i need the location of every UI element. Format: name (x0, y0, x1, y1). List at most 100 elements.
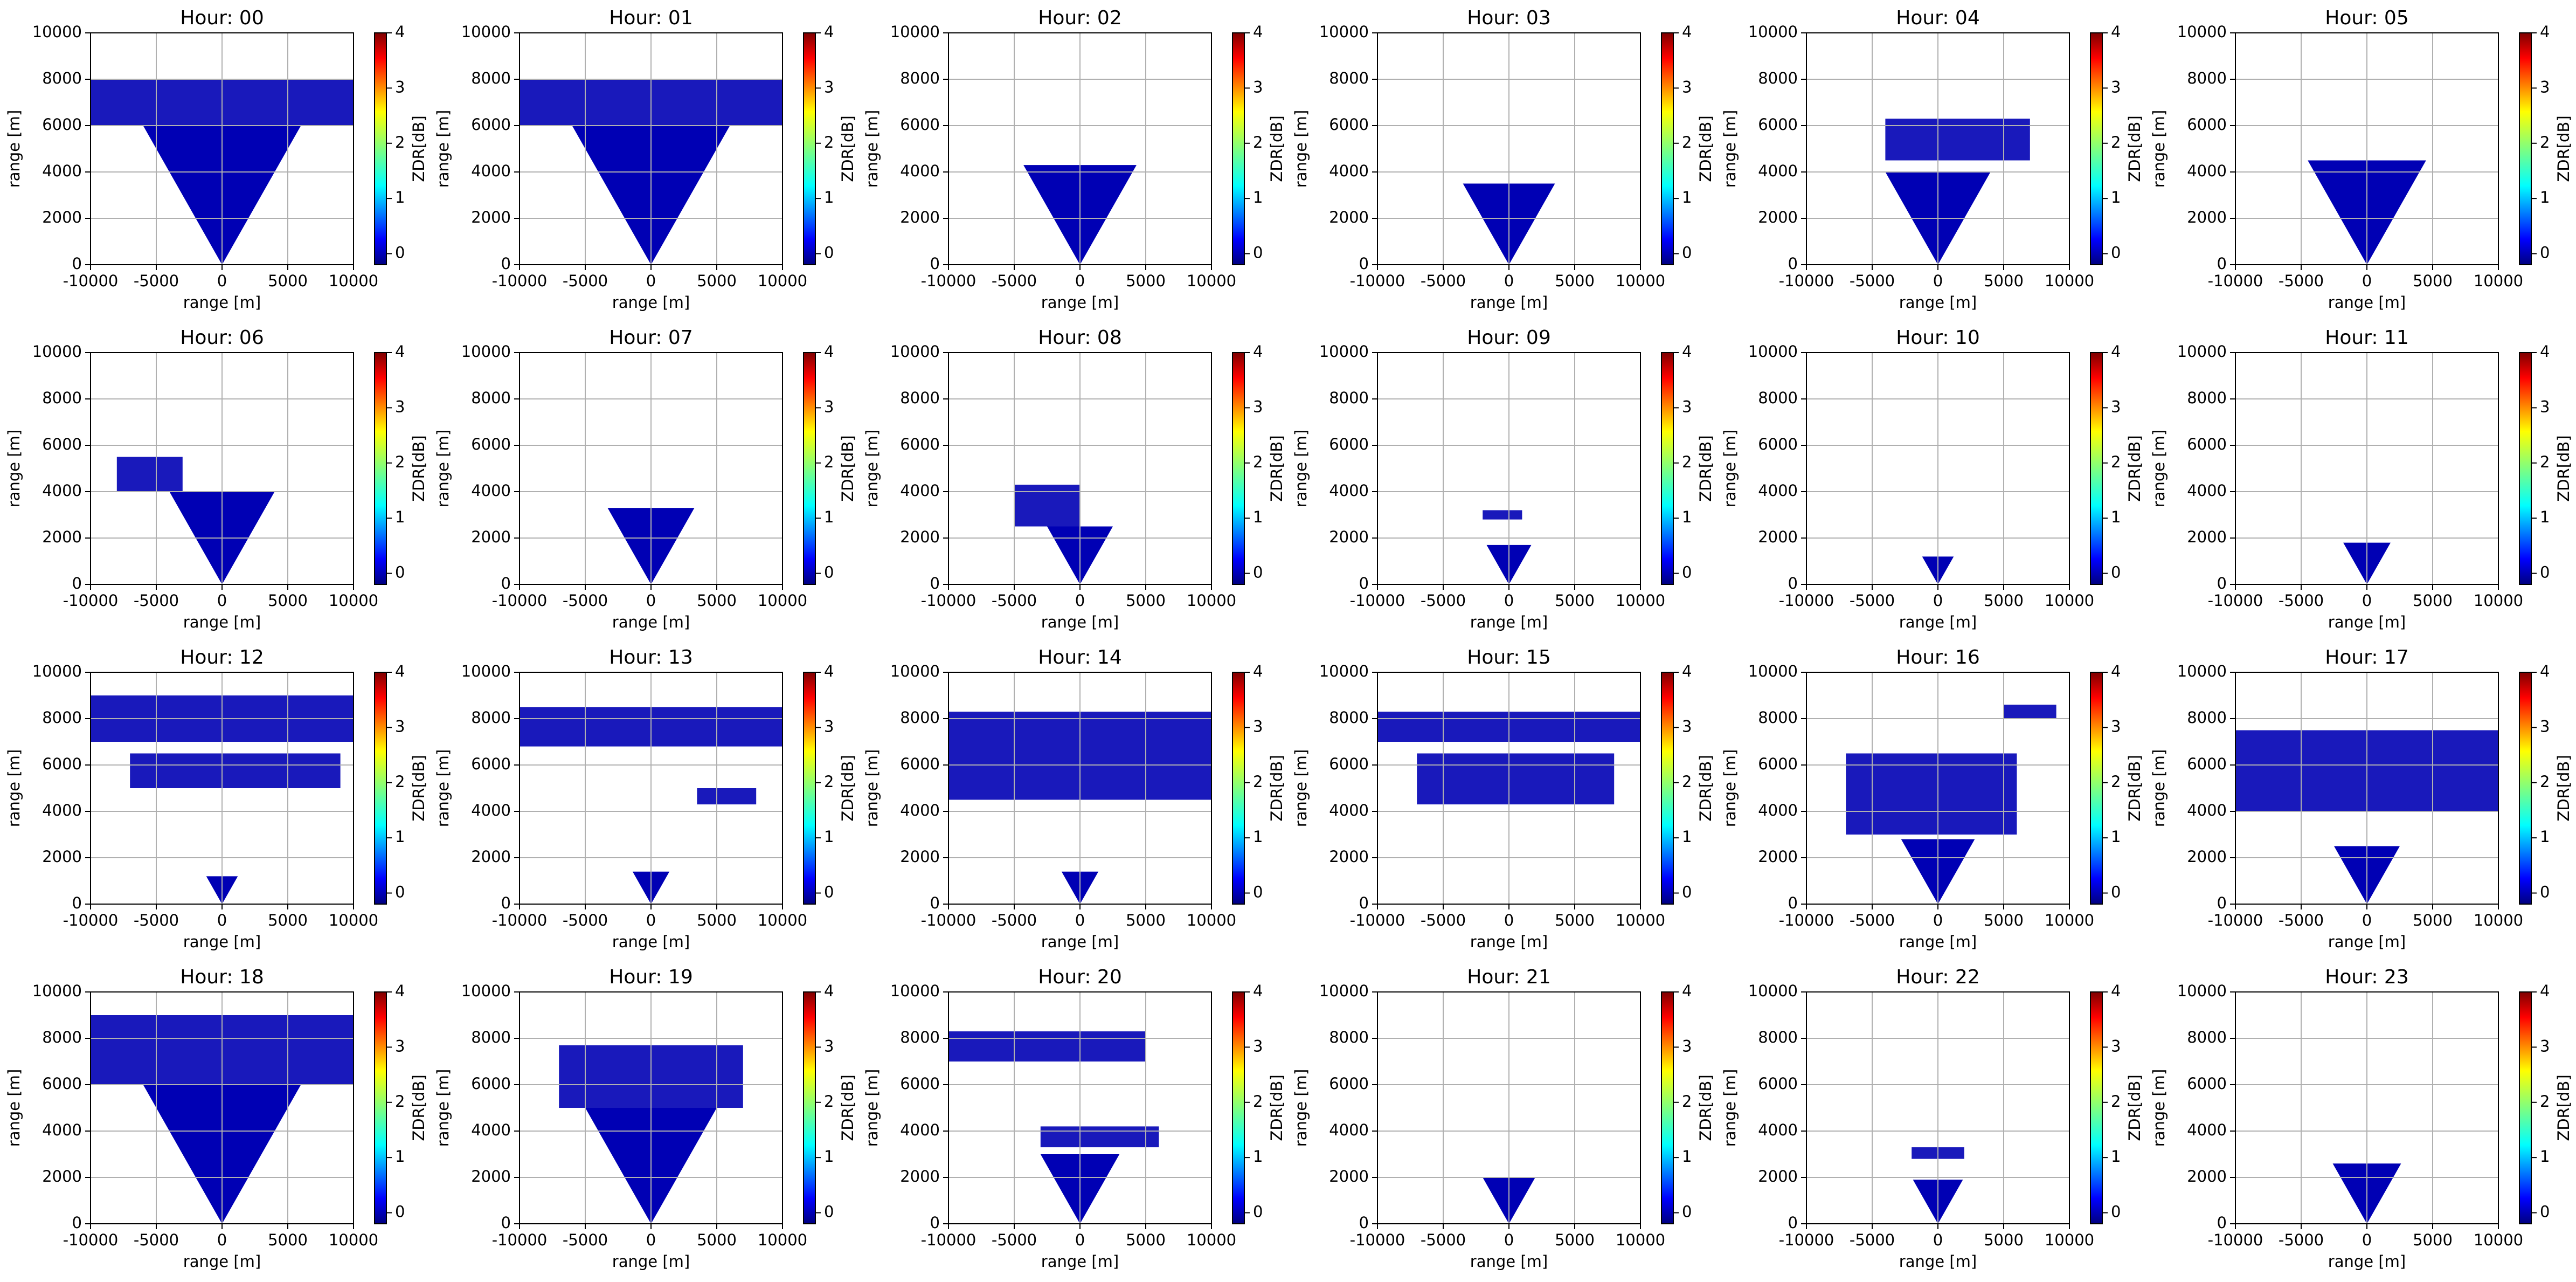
colorbar-tick-label: 4 (2111, 662, 2121, 680)
colorbar-tick-label: 2 (1682, 133, 1692, 151)
echo-band (697, 788, 757, 805)
y-tick-label: 2000 (471, 847, 511, 866)
echo-band (116, 457, 183, 492)
colorbar-tick-label: 2 (1253, 773, 1263, 791)
x-tick-label: 0 (1504, 591, 1514, 610)
y-tick-label: 6000 (42, 755, 82, 773)
axes-frame (1806, 352, 2070, 585)
y-tick-label: 2000 (471, 528, 511, 546)
x-tick-label: 5000 (697, 1231, 737, 1249)
x-tick-label: 10000 (1187, 1231, 1236, 1249)
x-tick-label: -10000 (2208, 591, 2263, 610)
y-tick-label: 8000 (900, 708, 940, 727)
colorbar-tick-label: 3 (1253, 1037, 1263, 1055)
echo-band (1014, 485, 1080, 527)
y-axis-label: range [m] (2150, 749, 2168, 827)
y-tick-label: 6000 (42, 115, 82, 134)
colorbar (2090, 32, 2103, 265)
panel-title: Hour: 06 (180, 327, 264, 349)
x-tick-label: -5000 (992, 272, 1037, 290)
x-axis-label: range [m] (183, 613, 261, 631)
y-tick-label: 8000 (471, 1028, 511, 1046)
y-tick-label: 10000 (890, 982, 940, 1000)
x-tick-label: 10000 (2474, 1231, 2523, 1249)
x-tick-label: 10000 (758, 272, 807, 290)
colorbar-tick-label: 4 (1253, 342, 1263, 361)
colorbar-label: ZDR[dB] (1268, 1074, 1286, 1141)
colorbar-tick-label: 4 (1253, 982, 1263, 1000)
x-tick-label: -10000 (1779, 591, 1834, 610)
panel: -10000 -5000 0 5000 100000200040006000800010… (1292, 327, 1715, 631)
x-tick-label: -5000 (1421, 1231, 1466, 1249)
y-tick-label: 8000 (1329, 1028, 1369, 1046)
y-tick-label: 10000 (32, 662, 82, 680)
x-tick-label: 5000 (2413, 1231, 2453, 1249)
y-tick-label: 4000 (471, 1121, 511, 1139)
x-tick-label: -10000 (921, 591, 977, 610)
y-tick-label: 4000 (2187, 162, 2227, 180)
y-tick-label: 0 (1359, 254, 1369, 273)
colorbar-label: ZDR[dB] (2554, 755, 2573, 821)
colorbar-label: ZDR[dB] (2554, 1074, 2573, 1141)
axes-frame (90, 352, 354, 585)
colorbar (2519, 352, 2532, 585)
colorbar-tick-label: 4 (1682, 982, 1692, 1000)
axes-frame (948, 672, 1212, 905)
colorbar-tick-label: 2 (1253, 1092, 1263, 1111)
y-tick-label: 0 (2217, 1214, 2227, 1232)
x-tick-label: -10000 (1779, 1231, 1834, 1249)
colorbar (1232, 32, 1245, 265)
x-tick-label: 10000 (2474, 272, 2523, 290)
y-tick-label: 0 (2217, 574, 2227, 592)
y-tick-label: 6000 (900, 435, 940, 453)
colorbar-tick-label: 4 (2540, 982, 2550, 1000)
y-tick-label: 6000 (1329, 755, 1369, 773)
y-tick-label: 8000 (2187, 1028, 2227, 1046)
y-axis-label: range [m] (2150, 430, 2168, 507)
echo-band (130, 753, 341, 788)
x-tick-label: -5000 (1850, 911, 1895, 929)
x-tick-label: 10000 (329, 272, 378, 290)
echo-area (948, 1031, 1159, 1224)
colorbar-tick-label: 1 (2540, 1147, 2550, 1166)
axes-frame (1377, 32, 1641, 265)
axes-frame (2235, 352, 2499, 585)
y-tick-label: 10000 (1319, 662, 1369, 680)
y-tick-label: 4000 (42, 801, 82, 819)
colorbar-tick-label: 3 (2111, 397, 2121, 416)
y-tick-label: 6000 (1329, 435, 1369, 453)
y-axis-label: range [m] (5, 1069, 23, 1147)
x-tick-label: -10000 (1779, 911, 1834, 929)
echo-band (948, 1031, 1146, 1062)
y-tick-label: 8000 (1329, 708, 1369, 727)
x-tick-label: 10000 (2045, 272, 2094, 290)
y-tick-label: 6000 (1758, 115, 1798, 134)
y-tick-label: 0 (72, 1214, 82, 1232)
y-tick-label: 10000 (2177, 23, 2227, 41)
y-tick-label: 10000 (2177, 982, 2227, 1000)
colorbar-tick-label: 0 (395, 563, 405, 582)
colorbar-tick-label: 4 (395, 23, 405, 41)
colorbar-tick-label: 4 (1682, 662, 1692, 680)
x-tick-label: -5000 (1850, 591, 1895, 610)
y-tick-label: 6000 (471, 435, 511, 453)
x-tick-label: -5000 (134, 591, 179, 610)
axes-frame (1377, 991, 1641, 1224)
colorbar-label: ZDR[dB] (1696, 435, 1715, 501)
y-axis-label: range [m] (5, 749, 23, 827)
y-tick-label: 2000 (42, 1167, 82, 1185)
y-tick-label: 8000 (900, 69, 940, 87)
x-tick-label: 0 (646, 1231, 656, 1249)
panel: -10000 -5000 0 5000 100000200040006000800010… (863, 646, 1286, 951)
x-tick-label: -5000 (134, 911, 179, 929)
y-tick-label: 2000 (1758, 1167, 1798, 1185)
colorbar-tick-label: 0 (1682, 563, 1692, 582)
colorbar-label: ZDR[dB] (1696, 115, 1715, 182)
colorbar-label: ZDR[dB] (410, 1074, 428, 1141)
echo-area (1014, 485, 1113, 584)
colorbar (803, 352, 816, 585)
y-tick-label: 0 (72, 894, 82, 912)
panel-title: Hour: 11 (2325, 327, 2408, 349)
colorbar-label: ZDR[dB] (839, 1074, 857, 1141)
x-tick-label: 0 (1933, 272, 1943, 290)
